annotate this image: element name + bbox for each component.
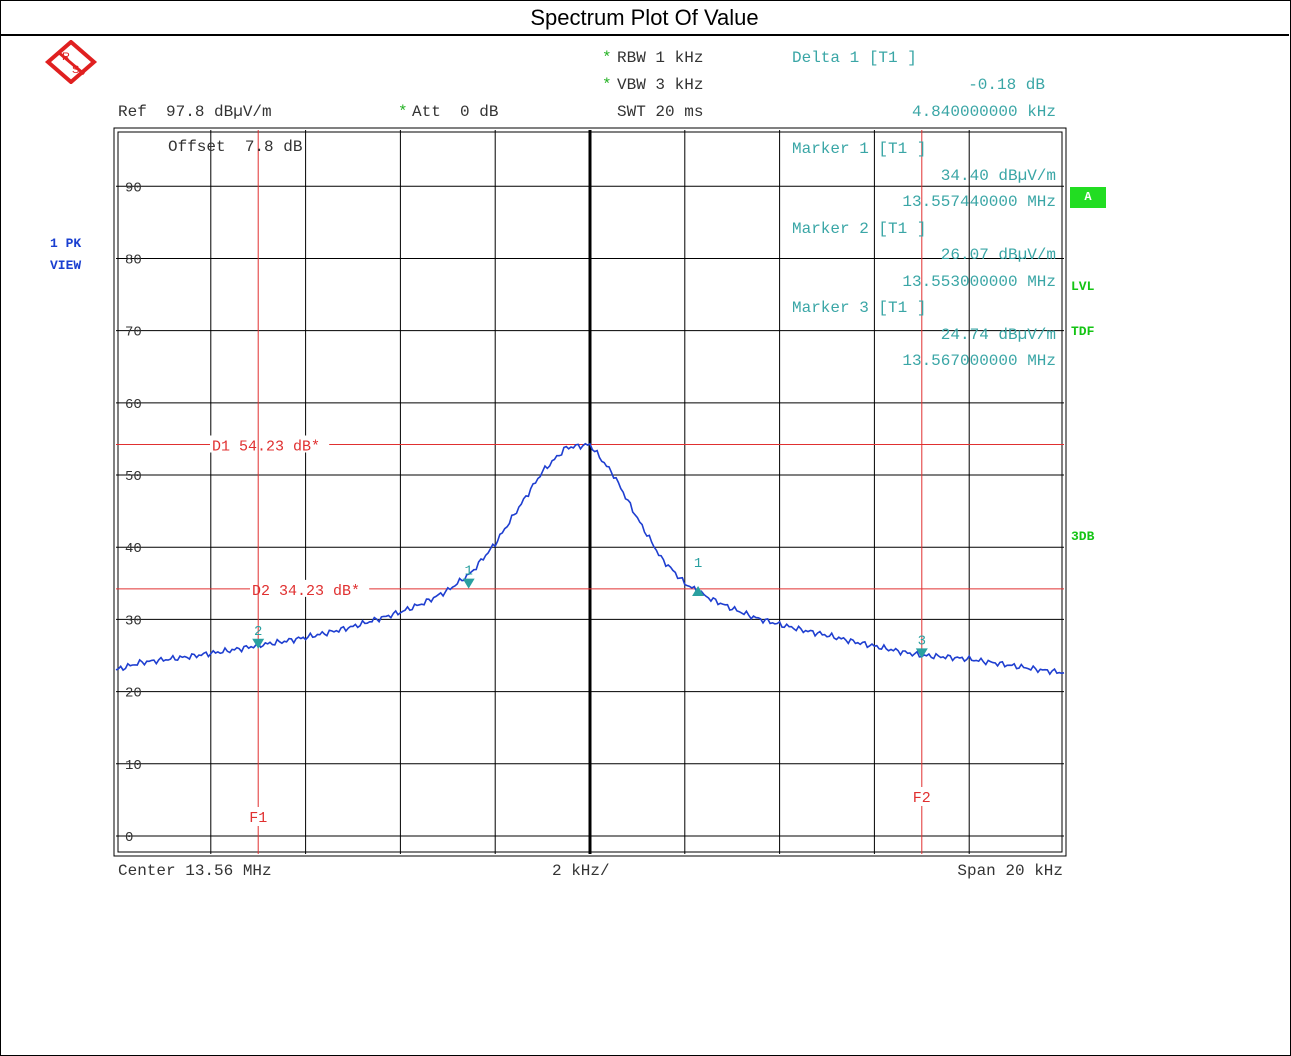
frequency-line-label-bg (246, 807, 271, 826)
display-line-label-bg (210, 435, 330, 453)
frequency-line-label: F2 (913, 790, 931, 807)
marker-level: 34.40 dBµV/m (940, 166, 1056, 185)
marker-label: 2 (254, 624, 262, 640)
frequency-line-label-bg (909, 787, 934, 806)
delta-marker-label: 1 (694, 556, 702, 572)
title-bar: Spectrum Plot Of Value (0, 0, 1289, 36)
svg-text:S: S (72, 64, 79, 76)
marker-level: 26.07 dBµV/m (940, 246, 1056, 264)
marker-frequency: 13.567000000 MHz (902, 352, 1056, 370)
marker-frequency: 13.553000000 MHz (902, 272, 1056, 291)
y-tick-label: 80 (125, 252, 142, 268)
offset-label: Offset 7.8 dB (168, 138, 303, 156)
marker-level: 24.74 dBµV/m (940, 325, 1056, 344)
y-tick-label: 10 (125, 758, 142, 774)
marker (252, 638, 265, 649)
rbw-star: * (602, 49, 612, 67)
status-tdf: TDF (1071, 324, 1095, 339)
y-tick-label: 40 (125, 541, 142, 557)
marker (915, 648, 928, 659)
marker-title: Marker 2 [T1 ] (792, 219, 927, 238)
vbw-setting: VBW 3 kHz (617, 76, 704, 94)
display-line-label-bg (250, 579, 370, 597)
svg-text:R: R (62, 51, 70, 63)
delta-frequency: 4.840000000 kHz (911, 103, 1056, 121)
title-divider (0, 34, 1289, 36)
trace-view: VIEW (50, 258, 82, 273)
att-star: * (398, 103, 408, 121)
display-line-label: D1 54.23 dB* (212, 439, 320, 456)
y-tick-label: 30 (125, 613, 142, 629)
reference-level: Ref 97.8 dBµV/m (118, 103, 272, 121)
badge-a: A (1070, 187, 1106, 208)
rs-logo-icon: R S (44, 40, 98, 84)
vbw-star: * (602, 76, 612, 94)
display-line-label: D2 34.23 dB* (252, 583, 360, 600)
y-tick-label: 20 (125, 686, 142, 702)
status-3db: 3DB (1071, 529, 1095, 544)
y-tick-label: 0 (125, 830, 133, 846)
marker-frequency: 13.557440000 MHz (902, 193, 1056, 211)
trace-line (115, 442, 1065, 676)
y-tick-label: 50 (125, 469, 142, 485)
status-lvl: LVL (1071, 279, 1095, 294)
y-tick-label: 60 (125, 397, 142, 413)
scale-per-division: 2 kHz/ (552, 862, 610, 880)
y-tick-label: 70 (125, 325, 142, 341)
page-title: Spectrum Plot Of Value (530, 5, 759, 30)
center-frequency: Center 13.56 MHz (118, 862, 272, 880)
trace-mode: 1 PK (50, 236, 82, 251)
frequency-line-label: F1 (249, 810, 267, 827)
marker-label: 3 (918, 633, 926, 649)
attenuation: Att 0 dB (412, 103, 499, 121)
span: Span 20 kHz (957, 862, 1063, 880)
delta-title: Delta 1 [T1 ] (792, 49, 917, 67)
delta-marker (692, 585, 705, 596)
marker-title: Marker 1 [T1 ] (792, 140, 927, 158)
rbw-setting: RBW 1 kHz (617, 49, 704, 67)
marker-label: 1 (464, 564, 472, 580)
sweep-time: SWT 20 ms (617, 103, 704, 121)
delta-level: -0.18 dB (968, 76, 1045, 94)
marker-title: Marker 3 [T1 ] (792, 299, 927, 317)
marker (462, 578, 475, 589)
plot-frame-outer (113, 127, 1067, 857)
y-tick-label: 90 (125, 180, 142, 196)
